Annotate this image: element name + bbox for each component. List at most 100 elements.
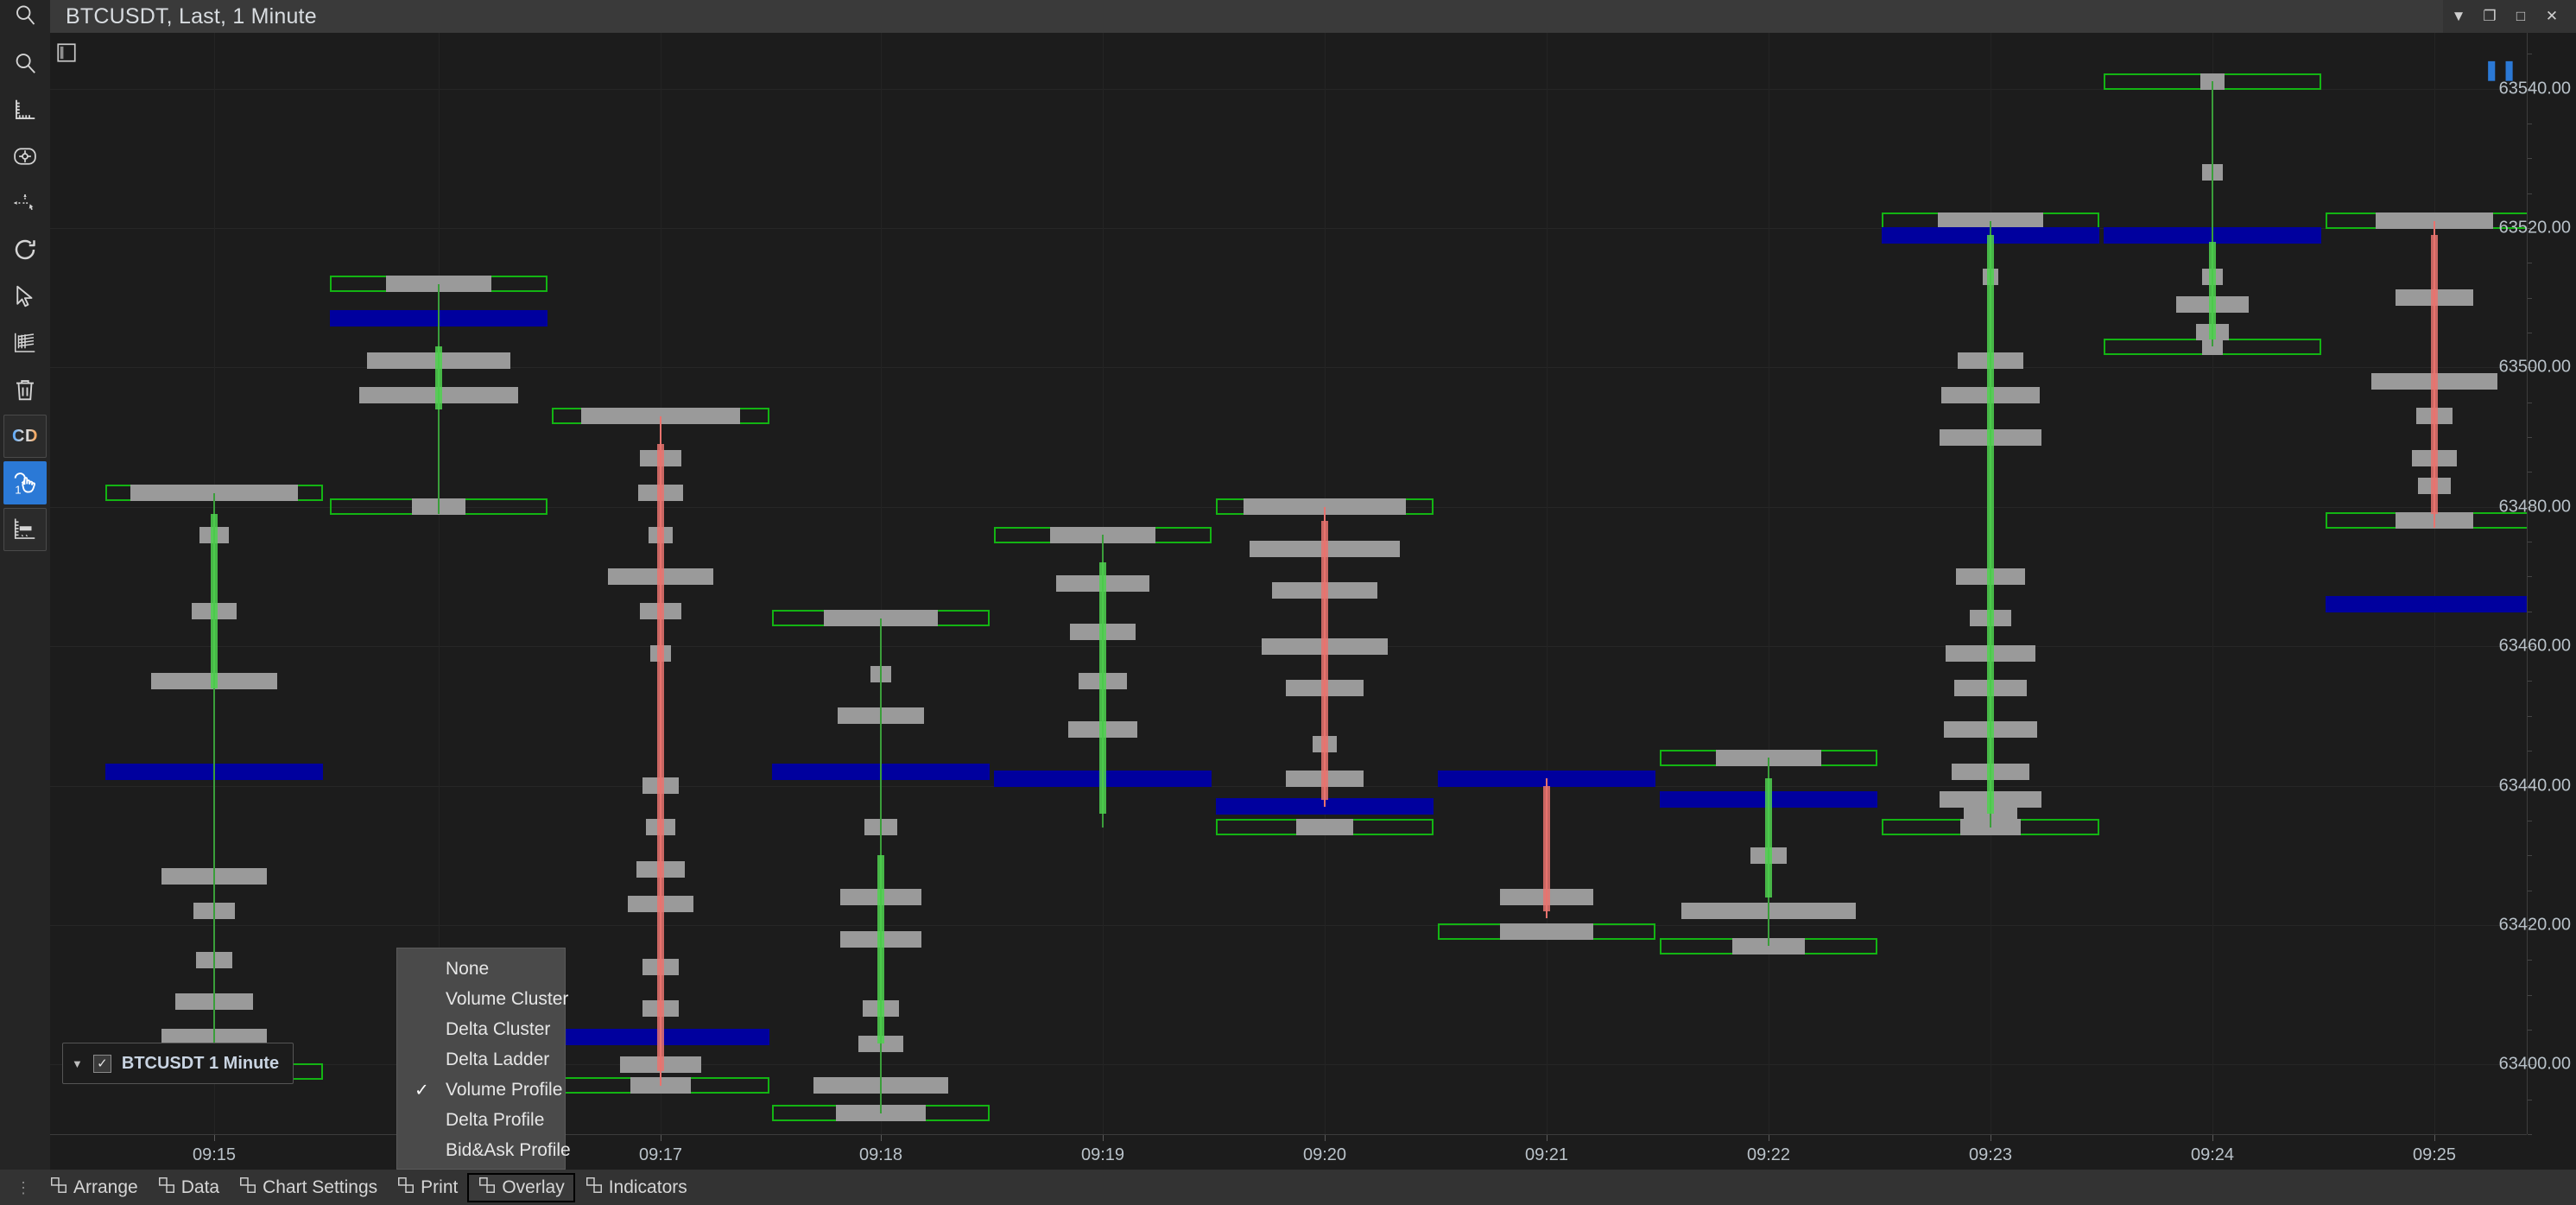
volume-profile-row <box>1959 819 2022 836</box>
price-minor-tick <box>2528 193 2532 194</box>
overlay-type-context-menu[interactable]: None Volume Cluster Delta Cluster Delta Lad… <box>396 948 571 1170</box>
time-tick <box>2212 1135 2213 1141</box>
maximize-window-icon[interactable]: □ <box>2516 8 2526 24</box>
candle-group[interactable] <box>50 33 2527 1134</box>
time-tick-label: 09:19 <box>1080 1145 1125 1164</box>
search-button[interactable] <box>0 0 50 33</box>
price-minor-tick <box>2528 751 2532 752</box>
grid-line <box>50 924 2527 926</box>
grid-line <box>50 88 2527 90</box>
left-toolbar: CD 1 <box>0 33 50 1170</box>
dropdown-arrow-icon[interactable]: ▼ <box>2451 8 2466 24</box>
legend-checkbox[interactable]: ✓ <box>92 1054 111 1073</box>
context-menu-item-delta-ladder[interactable]: Delta Ladder <box>397 1044 565 1075</box>
context-menu-item-label: Bid&Ask Profile <box>446 1139 571 1160</box>
time-tick-label: 09:15 <box>192 1145 237 1164</box>
candle-wick <box>2212 81 2213 347</box>
bottom-toolbar-chart-settings-button[interactable]: Chart Settings <box>229 1173 387 1202</box>
price-minor-tick <box>2528 1029 2532 1031</box>
candle-group[interactable] <box>50 33 2527 1134</box>
price-minor-tick <box>2528 297 2532 299</box>
layers-icon <box>12 330 38 356</box>
candle-body <box>2431 235 2438 514</box>
context-menu-item-delta-cluster[interactable]: Delta Cluster <box>397 1014 565 1044</box>
volume-profile-row <box>1499 923 1594 941</box>
price-tick <box>2528 506 2535 508</box>
crosshair-tool[interactable] <box>3 135 47 178</box>
reload-tool[interactable] <box>3 228 47 271</box>
chart-drawing-tool[interactable]: CD <box>3 415 47 458</box>
pointer-tool[interactable] <box>3 275 47 318</box>
search-icon <box>12 50 38 76</box>
bottom-toolbar-button-label: Indicators <box>608 1176 687 1197</box>
price-tick-label: 63520.00 <box>2498 218 2571 238</box>
delete-tool[interactable] <box>3 368 47 411</box>
candle-group[interactable] <box>50 33 2527 1134</box>
bottom-toolbar-print-button[interactable]: Print <box>387 1173 467 1202</box>
bottom-toolbar-button-label: Chart Settings <box>263 1176 378 1197</box>
grid-line <box>881 33 882 1134</box>
price-tick <box>2528 367 2535 369</box>
time-tick-label: 09:24 <box>2190 1145 2235 1164</box>
one-click-hand-icon: 1 <box>11 469 39 497</box>
candle-group[interactable] <box>50 33 2527 1134</box>
candle-group[interactable] <box>50 33 2527 1134</box>
chevron-down-icon[interactable]: ▼ <box>72 1056 83 1070</box>
price-tick <box>2528 88 2535 90</box>
grid-line <box>50 227 2527 229</box>
price-tick <box>2528 646 2535 648</box>
price-tick <box>2528 227 2535 229</box>
grid-line <box>50 1064 2527 1066</box>
legend-label: BTCUSDT 1 Minute <box>121 1053 280 1073</box>
bottom-toolbar-overlay-button[interactable]: Overlay <box>467 1172 575 1202</box>
restore-window-icon[interactable]: ❐ <box>2483 8 2497 24</box>
price-minor-tick <box>2528 960 2532 961</box>
scale-tool[interactable] <box>3 508 47 551</box>
price-tick-label: 63420.00 <box>2498 915 2571 935</box>
price-minor-tick <box>2528 855 2532 857</box>
candle-group[interactable] <box>50 33 2527 1134</box>
search-tool[interactable] <box>3 41 47 85</box>
close-window-icon[interactable]: ✕ <box>2545 8 2559 24</box>
price-minor-tick <box>2528 715 2532 717</box>
crosshair-oval-icon <box>12 143 38 169</box>
candle-body <box>877 855 884 1044</box>
context-menu-item-none[interactable]: None <box>397 954 565 984</box>
grid-line <box>2434 33 2435 1134</box>
price-axis[interactable]: 63540.00 63520.00 63500.00 63480.00 63460.00… <box>2499 33 2576 1135</box>
bottom-toolbar-arrange-button[interactable]: Arrange <box>40 1173 148 1202</box>
pause-icon[interactable]: ❚❚ <box>2484 59 2519 80</box>
context-menu-item-volume-profile[interactable]: ✓ Volume Profile <box>397 1075 565 1105</box>
context-menu-item-bid-ask-profile[interactable]: Bid&Ask Profile <box>397 1135 571 1165</box>
bottom-toolbar-data-button[interactable]: Data <box>148 1173 229 1202</box>
context-menu-item-label: Delta Profile <box>446 1109 545 1130</box>
drag-grip-icon[interactable]: ⋮ <box>16 1178 31 1196</box>
layers-tool[interactable] <box>3 321 47 365</box>
time-tick <box>881 1135 882 1141</box>
window-tile-icon <box>157 1176 176 1200</box>
time-tick <box>1103 1135 1104 1141</box>
price-minor-tick <box>2528 681 2532 682</box>
panel-toggle-icon[interactable] <box>55 41 78 68</box>
context-menu-item-delta-profile[interactable]: Delta Profile <box>397 1105 565 1135</box>
drawing-tool[interactable] <box>3 181 47 225</box>
price-tick-label: 63480.00 <box>2498 497 2571 517</box>
candle-wick <box>213 492 215 1079</box>
price-tick-label: 63400.00 <box>2498 1054 2571 1074</box>
candle-body <box>657 444 664 1072</box>
chart-plot[interactable] <box>50 33 2527 1134</box>
bottom-toolbar-indicators-button[interactable]: Indicators <box>575 1173 697 1202</box>
chart-legend[interactable]: ▼ ✓ BTCUSDT 1 Minute <box>62 1043 294 1084</box>
time-tick-label: 09:20 <box>1302 1145 1347 1164</box>
candle-group[interactable] <box>50 33 2527 1134</box>
one-click-trading-tool[interactable]: 1 <box>3 461 47 504</box>
candle-group[interactable] <box>50 33 2527 1134</box>
candle-group[interactable] <box>50 33 2527 1134</box>
candle-group[interactable] <box>50 33 2527 1134</box>
time-tick <box>2434 1135 2435 1141</box>
bottom-toolbar-button-label: Arrange <box>73 1176 138 1197</box>
measure-tool[interactable] <box>3 88 47 131</box>
point-of-control-row <box>2326 596 2527 613</box>
context-menu-item-volume-cluster[interactable]: Volume Cluster <box>397 984 568 1014</box>
